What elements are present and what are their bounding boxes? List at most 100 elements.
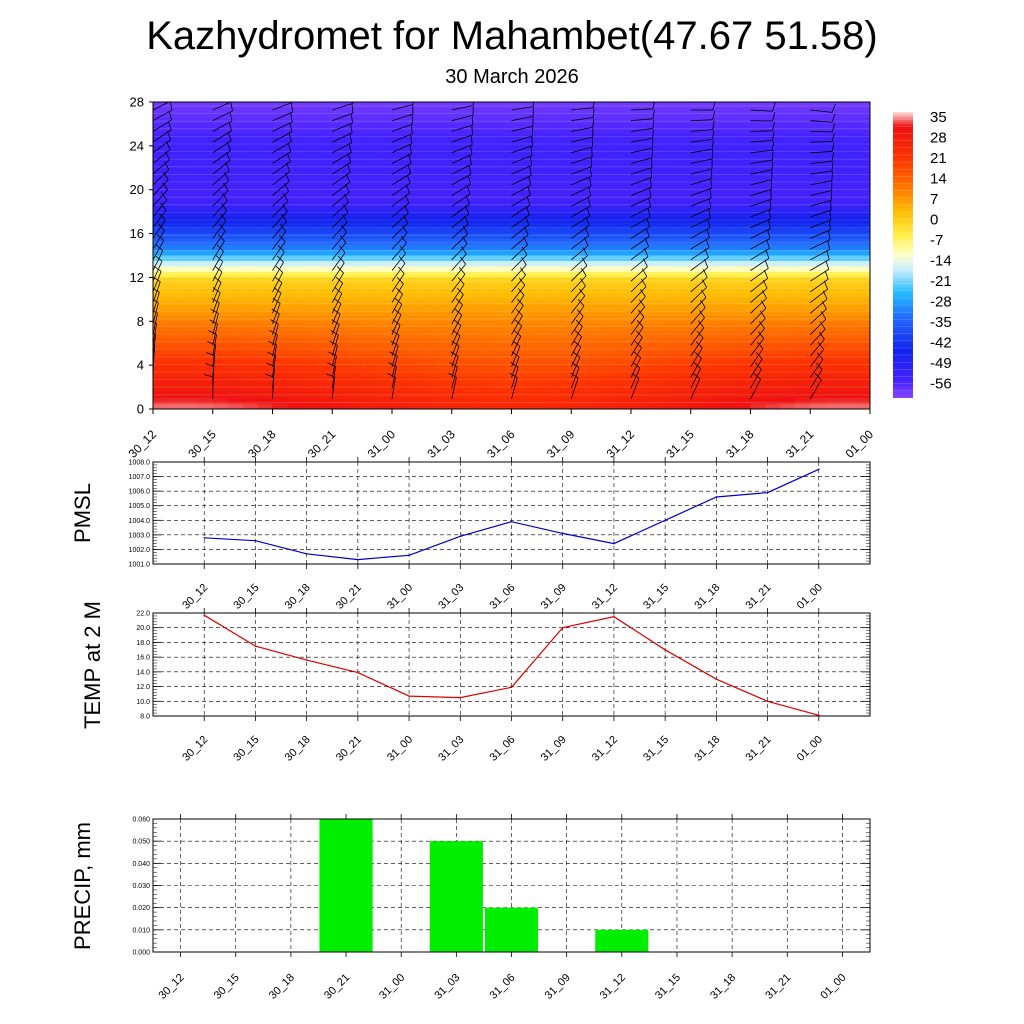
heatmap-cell (257, 134, 274, 141)
heatmap-cell (451, 354, 468, 361)
wind-barb (212, 292, 221, 314)
heatmap-cell (795, 134, 811, 141)
wind-barb-flag (280, 224, 287, 232)
heatmap-cell (556, 211, 572, 218)
heatmap-cell (317, 255, 333, 262)
heatmap-cell (242, 387, 259, 394)
heatmap-cell (631, 271, 647, 279)
heatmap-cell (541, 293, 557, 300)
heatmap-cell (735, 244, 752, 251)
heatmap-cell (496, 387, 513, 394)
heatmap-cell (795, 282, 811, 289)
wind-barb-flag (470, 145, 473, 155)
heatmap-cell (317, 337, 333, 344)
heatmap-cell (466, 206, 483, 213)
heatmap-cell (167, 211, 184, 218)
heatmap-cell (780, 195, 796, 202)
heatmap-cell (197, 332, 214, 339)
temp-frame (152, 612, 871, 717)
heatmap-cell (825, 156, 841, 163)
heatmap-cell (825, 271, 841, 279)
heatmap-cell (347, 403, 363, 409)
heatmap-cell (526, 200, 542, 207)
heatmap-cell (496, 255, 513, 262)
wind-barb (331, 201, 349, 218)
wind-barb (750, 348, 764, 368)
heatmap-cell (825, 255, 841, 262)
temp-ytick-label: 16.0 (136, 655, 150, 662)
heatmap-cell (377, 217, 393, 224)
wind-barb-flag (207, 341, 216, 346)
heatmap-cell (317, 403, 333, 409)
wind-barb (391, 283, 404, 303)
heatmap-cell (406, 315, 423, 322)
wind-barb (451, 124, 473, 132)
heatmap-cell (511, 107, 528, 114)
heatmap-cell (675, 381, 692, 388)
wind-barb-flag (575, 319, 583, 327)
heatmap-cell (317, 156, 333, 163)
heatmap-cell (571, 239, 587, 246)
wind-barb (272, 251, 285, 271)
wind-barb-flag (577, 298, 585, 307)
heatmap-cell (227, 277, 244, 284)
heatmap-cell (750, 376, 767, 383)
heatmap-cell (317, 134, 333, 141)
heatmap-cell (317, 392, 333, 399)
heatmap-cell (795, 184, 811, 191)
heatmap-cell (287, 365, 303, 372)
heatmap-cell (616, 184, 632, 191)
heatmap-cell (317, 354, 333, 361)
heatmap-cell (302, 173, 318, 180)
heatmap-cell (735, 123, 752, 131)
heatmap-cell (332, 354, 348, 361)
heatmap-cell (765, 222, 781, 229)
heatmap-cell (586, 293, 602, 300)
wind-barb-flag (401, 235, 407, 244)
heatmap-cell (167, 255, 184, 262)
heatmap-cell (825, 178, 841, 185)
wind-barb-flag (652, 102, 655, 110)
wind-barb (810, 229, 831, 239)
heatmap-cell (272, 123, 289, 131)
heatmap-cell (840, 348, 856, 355)
wind-barb (690, 119, 713, 122)
heatmap-cell (795, 250, 811, 257)
heatmap-cell (750, 184, 767, 191)
wind-barb-flag (468, 165, 472, 175)
heatmap-cell (272, 332, 289, 339)
heatmap-cell (855, 315, 870, 322)
heatmap-cell (272, 129, 289, 136)
wind-barb-flag (456, 287, 464, 295)
heatmap-cell (556, 376, 572, 383)
heatmap-cell (735, 370, 752, 377)
heatmap-cell (705, 304, 722, 311)
heatmap-cell (242, 293, 259, 300)
heatmap-cell (332, 206, 348, 213)
heatmap-cell (720, 233, 737, 240)
wind-barb-flag (292, 102, 294, 103)
wind-barb-flag (208, 330, 217, 335)
wind-barb-flag (766, 239, 770, 249)
heatmap-cell (392, 244, 408, 251)
heatmap-cell (436, 365, 453, 372)
heatmap-xtick-label: 31_06 (484, 427, 518, 461)
wind-barb-flag (712, 102, 716, 111)
heatmap-cell (392, 370, 408, 377)
heatmap-cell (780, 112, 796, 120)
heatmap-cell (421, 277, 438, 284)
heatmap-cell (287, 381, 303, 388)
wind-barb-flag (530, 146, 533, 156)
heatmap-cell (631, 134, 647, 141)
heatmap-cell (406, 321, 423, 328)
heatmap-cell (287, 211, 303, 218)
heatmap-cell (212, 293, 229, 300)
heatmap-cell (675, 206, 692, 213)
heatmap-cell (347, 260, 363, 268)
heatmap-cell (645, 370, 662, 377)
heatmap-cell (287, 370, 303, 377)
wind-barb (511, 315, 523, 335)
heatmap-cell (421, 299, 438, 306)
wind-barb (391, 202, 410, 218)
heatmap-cell (153, 217, 169, 224)
